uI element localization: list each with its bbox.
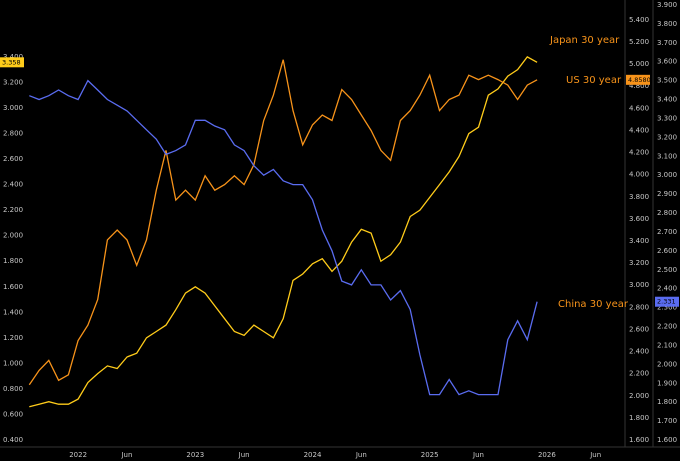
x-tick-label: 2022: [69, 451, 87, 459]
series-line: [29, 79, 538, 396]
y-tick-label: 3.300: [657, 114, 677, 122]
x-tick-label: 2023: [186, 451, 204, 459]
y-tick-label: 3.200: [657, 133, 677, 141]
y-tick-label: 1.900: [657, 379, 677, 387]
y-tick-label: 1.600: [3, 283, 23, 291]
y-tick-label: 2.200: [657, 323, 677, 331]
y-tick-label: 2.100: [657, 341, 677, 349]
y-tick-label: 3.000: [629, 281, 649, 289]
y-tick-label: 3.400: [657, 96, 677, 104]
y-tick-label: 2.000: [657, 360, 677, 368]
y-tick-label: 2.800: [629, 303, 649, 311]
y-tick-label: 1.800: [657, 398, 677, 406]
x-tick-label: Jun: [120, 451, 132, 459]
y-tick-label: 1.600: [629, 436, 649, 444]
y-tick-label: 1.800: [629, 414, 649, 422]
y-tick-label: 4.600: [629, 104, 649, 112]
y-tick-label: 3.000: [3, 104, 23, 112]
y-tick-label: 3.800: [629, 193, 649, 201]
y-tick-label: 1.800: [3, 257, 23, 265]
y-tick-label: 2.000: [3, 232, 23, 240]
y-tick-label: 2.400: [657, 285, 677, 293]
y-tick-label: 5.400: [629, 16, 649, 24]
y-tick-label: 2.700: [657, 228, 677, 236]
y-tick-label: 4.800: [629, 82, 649, 90]
y-tick-label: 3.900: [657, 1, 677, 9]
y-tick-label: 2.900: [657, 190, 677, 198]
y-tick-label: 1.600: [657, 436, 677, 444]
y-tick-label: 0.400: [3, 436, 23, 444]
y-tick-label: 2.400: [3, 181, 23, 189]
y-tick-label: 1.200: [3, 334, 23, 342]
last-value-label: 4.8580: [628, 76, 651, 84]
y-tick-label: 3.400: [629, 237, 649, 245]
y-tick-label: 2.200: [3, 206, 23, 214]
y-tick-label: 3.600: [629, 215, 649, 223]
x-tick-label: Jun: [472, 451, 484, 459]
y-tick-label: 3.200: [3, 78, 23, 86]
y-tick-label: 5.200: [629, 38, 649, 46]
series-annotation: China 30 year: [558, 299, 629, 310]
y-tick-label: 2.200: [629, 370, 649, 378]
last-value-label: 2.331: [657, 298, 676, 306]
last-value-box: [0, 57, 24, 68]
y-tick-label: 0.800: [3, 385, 23, 393]
y-tick-label: 3.200: [629, 259, 649, 267]
series-annotation: Japan 30 year: [549, 35, 620, 46]
last-value-box: [655, 296, 679, 307]
y-tick-label: 4.000: [629, 171, 649, 179]
series-annotation: US 30 year: [566, 75, 622, 86]
y-tick-label: 2.300: [657, 304, 677, 312]
last-value-label: 3.358: [2, 58, 21, 66]
series-line: [29, 56, 538, 408]
y-tick-label: 2.600: [629, 325, 649, 333]
y-tick-label: 3.700: [657, 39, 677, 47]
y-tick-label: 3.800: [657, 20, 677, 28]
x-tick-label: 2026: [538, 451, 556, 459]
y-tick-label: 2.400: [629, 348, 649, 356]
y-tick-label: 2.000: [629, 392, 649, 400]
y-tick-label: 1.400: [3, 308, 23, 316]
y-tick-label: 2.600: [3, 155, 23, 163]
x-tick-label: Jun: [589, 451, 601, 459]
y-tick-label: 4.400: [629, 126, 649, 134]
x-tick-label: Jun: [355, 451, 367, 459]
x-tick-label: Jun: [238, 451, 250, 459]
y-tick-label: 1.700: [657, 417, 677, 425]
y-tick-label: 2.500: [657, 266, 677, 274]
y-tick-label: 3.600: [657, 58, 677, 66]
last-value-box: [626, 74, 650, 85]
y-tick-label: 3.400: [3, 53, 23, 61]
y-tick-label: 0.600: [3, 410, 23, 418]
y-tick-label: 5.000: [629, 60, 649, 68]
y-tick-label: 3.100: [657, 152, 677, 160]
y-tick-label: 2.800: [657, 209, 677, 217]
y-tick-label: 3.500: [657, 77, 677, 85]
x-tick-label: 2025: [421, 451, 439, 459]
y-tick-label: 2.800: [3, 130, 23, 138]
y-tick-label: 4.200: [629, 149, 649, 157]
series-line: [28, 59, 538, 386]
y-tick-label: 3.000: [657, 171, 677, 179]
y-tick-label: 2.600: [657, 247, 677, 255]
x-tick-label: 2024: [304, 451, 322, 459]
y-tick-label: 1.000: [3, 359, 23, 367]
